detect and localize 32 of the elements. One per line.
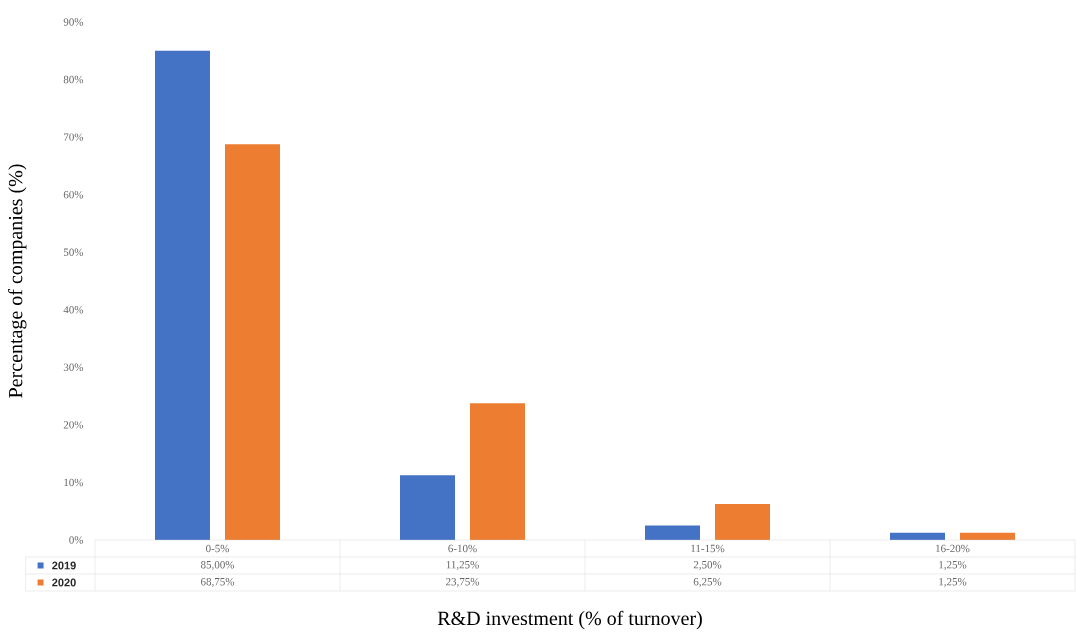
y-tick-label: 0%	[69, 536, 84, 544]
data-label: 2,50%	[693, 560, 722, 570]
data-label: 85,00%	[200, 560, 235, 570]
y-tick-label: 90%	[63, 18, 84, 26]
x-tick-label: 11-15%	[691, 544, 725, 553]
bar	[470, 403, 525, 540]
y-tick-label: 50%	[63, 248, 84, 256]
bar	[715, 504, 770, 540]
y-tick-label: 60%	[63, 190, 84, 199]
data-label: 1,25%	[939, 577, 967, 587]
y-tick-label: 20%	[63, 421, 84, 429]
y-tick-label: 70%	[64, 133, 84, 141]
bar	[400, 475, 455, 540]
y-tick-label: 30%	[63, 363, 84, 372]
y-axis-title: Percentage of companies (%)	[8, 164, 27, 398]
data-label: 1,25%	[939, 560, 967, 570]
bar	[225, 144, 281, 540]
bar	[645, 525, 700, 540]
y-tick-label: 10%	[64, 478, 84, 487]
y-tick-label: 40%	[63, 306, 84, 314]
y-tick-label: 80%	[63, 75, 84, 84]
x-tick-label: 16-20%	[936, 544, 970, 553]
data-label: 23,75%	[446, 577, 480, 587]
x-tick-label: 0-5%	[206, 544, 230, 553]
bar	[155, 50, 211, 540]
data-label: 6,25%	[693, 577, 722, 587]
x-tick-label: 6-10%	[448, 544, 477, 553]
data-label: 11,25%	[446, 560, 479, 570]
legend-label: 2020	[52, 578, 76, 587]
data-label: 68,75%	[201, 577, 235, 587]
x-axis-title: R&D investment (% of turnover)	[437, 610, 702, 630]
legend-label: 2019	[52, 561, 76, 570]
